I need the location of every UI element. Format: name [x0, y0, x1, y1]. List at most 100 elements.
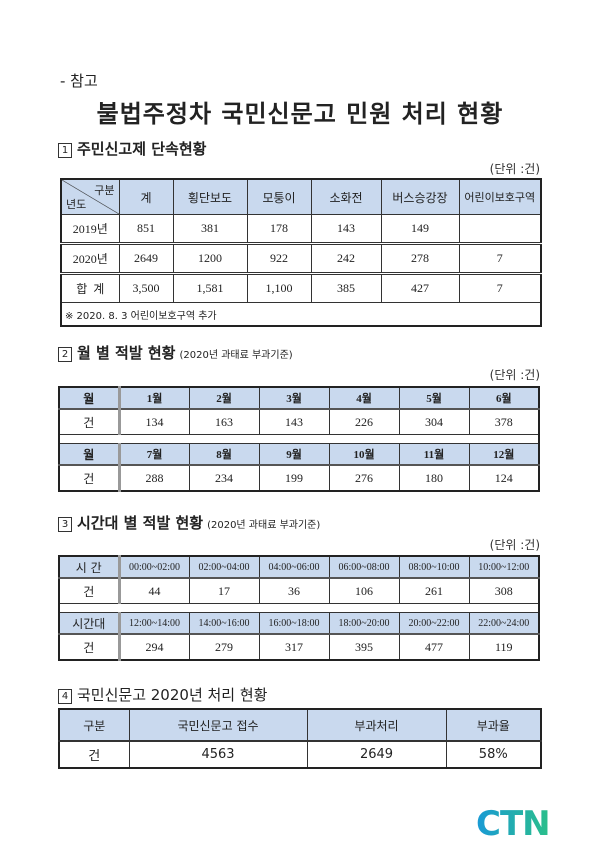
cell: 124: [468, 464, 540, 492]
section-title: 시간대 별 적발 현황: [77, 514, 204, 532]
enforcement-table: 구분 년도 계 횡단보도 모퉁이 소화전 버스승강장 어린이보호구역 2019년 …: [60, 178, 542, 327]
row-header-label: 시 간: [58, 555, 121, 579]
table-header-row: 구분 년도 계 횡단보도 모퉁이 소화전 버스승강장 어린이보호구역: [60, 178, 542, 215]
ctn-logo: CTN: [476, 804, 551, 840]
cell: 119: [468, 633, 540, 661]
column-header: 08:00~10:00: [398, 555, 470, 579]
cell: 276: [328, 464, 400, 492]
cell: 427: [380, 273, 460, 303]
cell: 7: [458, 242, 542, 275]
cell: 477: [398, 633, 470, 661]
cell: 106: [328, 577, 400, 604]
cell: 1,100: [246, 273, 312, 303]
section-number: 1: [58, 143, 72, 158]
cell: 149: [380, 214, 460, 244]
cell: 851: [118, 214, 174, 244]
table-header-row: 월 7월 8월 9월 10월 11월 12월: [58, 443, 540, 466]
table-row: 건 294 279 317 395 477 119: [58, 633, 540, 661]
section-subtitle: (2020년 과태료 부과기준): [179, 350, 293, 361]
cell: 234: [188, 464, 260, 492]
column-header: 1월: [118, 386, 190, 410]
column-header: 06:00~08:00: [328, 555, 400, 579]
section4-heading: 4 국민신문고 2020년 처리 현황: [58, 684, 267, 705]
column-header: 2월: [188, 386, 260, 410]
section-number: 3: [58, 517, 72, 532]
cell: 143: [310, 214, 382, 244]
column-header: 12:00~14:00: [118, 612, 190, 635]
table-note: ※ 2020. 8. 3 어린이보호구역 추가: [60, 302, 542, 327]
column-header: 3월: [258, 386, 330, 410]
column-header: 14:00~16:00: [188, 612, 260, 635]
row-label: 건: [58, 577, 121, 604]
column-header: 20:00~22:00: [398, 612, 470, 635]
column-header: 4월: [328, 386, 400, 410]
cell: 226: [328, 408, 400, 435]
cell: 44: [118, 577, 190, 604]
monthly-table: 월 1월 2월 3월 4월 5월 6월 건 134 163 143 226 304 378 월 7월 8월 9월 1…: [58, 386, 540, 492]
column-header: 12월: [468, 443, 540, 466]
row-label: 합 계: [60, 273, 120, 303]
cell: 2649: [306, 740, 447, 769]
cell: 395: [328, 633, 400, 661]
unit-label: (단위 :건): [489, 368, 540, 382]
cell: 1200: [172, 242, 248, 275]
cell: 294: [118, 633, 190, 661]
cell: 4563: [128, 740, 308, 769]
cell: 288: [118, 464, 190, 492]
column-header: 10:00~12:00: [468, 555, 540, 579]
table-row: 2019년 851 381 178 143 149: [60, 214, 542, 244]
section-number: 2: [58, 347, 72, 362]
table-row-total: 합 계 3,500 1,581 1,100 385 427 7: [60, 273, 542, 303]
column-header: 8월: [188, 443, 260, 466]
row-label: 2020년: [60, 242, 120, 275]
cell: 279: [188, 633, 260, 661]
cell: 381: [172, 214, 248, 244]
spacer: [59, 434, 539, 444]
column-header: 부과처리: [306, 708, 447, 742]
table-header-row: 구분 국민신문고 접수 부과처리 부과율: [58, 708, 542, 742]
column-header: 16:00~18:00: [258, 612, 330, 635]
column-header: 부과율: [445, 708, 542, 742]
cell: 199: [258, 464, 330, 492]
column-header: 소화전: [310, 178, 382, 215]
cell: 163: [188, 408, 260, 435]
table-row: 건 134 163 143 226 304 378: [58, 408, 540, 435]
cell: 58%: [445, 740, 542, 769]
column-header: 7월: [118, 443, 190, 466]
table-header-row: 시 간 00:00~02:00 02:00~04:00 04:00~06:00 06:0…: [58, 555, 540, 579]
section-title: 주민신고제 단속현황: [77, 140, 207, 158]
table-header-row: 시간대 12:00~14:00 14:00~16:00 16:00~18:00 18:0…: [58, 612, 540, 635]
column-header: 계: [118, 178, 174, 215]
column-header: 22:00~24:00: [468, 612, 540, 635]
page-title: 불법주정차 국민신문고 민원 처리 현황: [96, 100, 504, 128]
spacer: [59, 603, 539, 613]
cell: 36: [258, 577, 330, 604]
column-header: 횡단보도: [172, 178, 248, 215]
cell: 180: [398, 464, 470, 492]
cell: 261: [398, 577, 470, 604]
table-header-row: 월 1월 2월 3월 4월 5월 6월: [58, 386, 540, 410]
column-header: 18:00~20:00: [328, 612, 400, 635]
row-label: 건: [58, 633, 121, 661]
cell: 385: [310, 273, 382, 303]
row-header-label: 시간대: [58, 612, 121, 635]
column-header: 00:00~02:00: [118, 555, 190, 579]
column-header: 어린이보호구역: [458, 178, 542, 215]
table-row: 2020년 2649 1200 922 242 278 7: [60, 242, 542, 275]
row-label: 건: [58, 464, 121, 492]
cell: 242: [310, 242, 382, 275]
column-header: 04:00~06:00: [258, 555, 330, 579]
column-header: 모퉁이: [246, 178, 312, 215]
section3-heading: 3 시간대 별 적발 현황 (2020년 과태료 부과기준): [58, 512, 320, 533]
section-number: 4: [58, 689, 72, 704]
column-header: 02:00~04:00: [188, 555, 260, 579]
cell: [458, 214, 542, 244]
row-label: 건: [58, 740, 130, 769]
unit-label: (단위 :건): [489, 162, 540, 176]
cell: 278: [380, 242, 460, 275]
reference-label: - 참고: [60, 72, 98, 90]
cell: 178: [246, 214, 312, 244]
row-label: 건: [58, 408, 121, 435]
hourly-table: 시 간 00:00~02:00 02:00~04:00 04:00~06:00 06:0…: [58, 555, 540, 661]
section-subtitle: (2020년 과태료 부과기준): [207, 520, 321, 531]
